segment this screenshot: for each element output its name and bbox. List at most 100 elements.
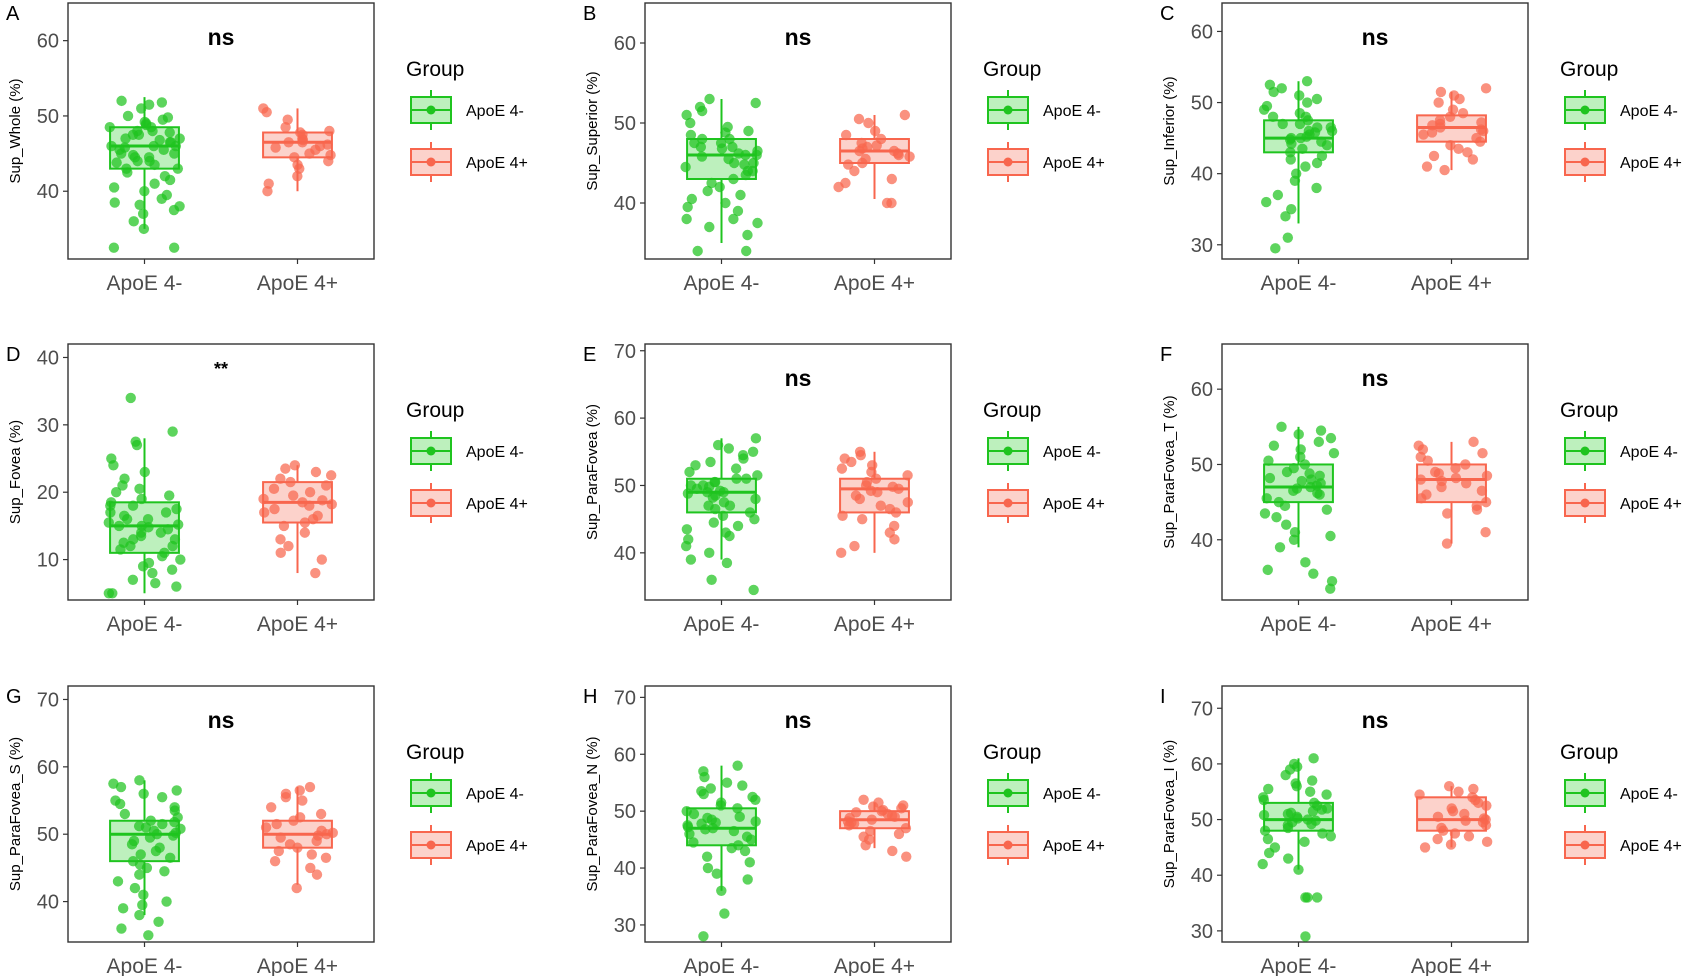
- data-point: [172, 519, 184, 530]
- data-point: [1304, 786, 1316, 797]
- y-tick-label: 30: [1191, 235, 1213, 257]
- data-point: [715, 800, 727, 811]
- y-tick-label: 40: [614, 193, 636, 215]
- data-point: [699, 771, 710, 783]
- data-point: [157, 818, 168, 830]
- y-tick-label: 50: [1191, 810, 1213, 832]
- legend-title: Group: [1560, 741, 1618, 764]
- y-tick-label: 40: [1191, 865, 1213, 887]
- data-point: [269, 503, 280, 515]
- data-point: [741, 245, 752, 257]
- data-point: [262, 186, 273, 197]
- data-point: [1279, 500, 1291, 512]
- data-point: [724, 133, 735, 145]
- data-point: [691, 483, 703, 495]
- data-point: [1295, 451, 1306, 463]
- legend-key-point: [426, 105, 436, 115]
- data-point: [734, 811, 745, 823]
- data-point: [1433, 97, 1444, 108]
- data-point: [853, 113, 865, 125]
- data-point: [273, 845, 285, 857]
- data-point: [1302, 97, 1313, 108]
- data-point: [1301, 76, 1313, 87]
- data-point: [728, 157, 740, 169]
- data-point: [122, 167, 133, 178]
- y-tick-label: 40: [37, 347, 59, 369]
- data-point: [1463, 831, 1475, 842]
- data-point: [292, 842, 303, 853]
- data-point: [741, 473, 752, 484]
- data-point: [1468, 436, 1479, 448]
- data-point: [280, 791, 292, 803]
- data-point: [1325, 831, 1336, 842]
- data-point: [1471, 504, 1483, 515]
- data-point: [167, 830, 179, 841]
- data-point: [1450, 463, 1461, 474]
- data-point: [1418, 129, 1429, 140]
- data-point: [317, 495, 328, 506]
- data-point: [1308, 753, 1319, 764]
- data-point: [1481, 800, 1492, 811]
- data-point: [294, 785, 305, 796]
- x-tick-label: ApoE 4-: [1261, 613, 1337, 636]
- data-point: [708, 517, 719, 528]
- data-point: [681, 213, 692, 225]
- data-point: [682, 201, 693, 213]
- y-tick-label: 40: [37, 892, 59, 914]
- data-point: [283, 137, 294, 148]
- data-point: [275, 832, 286, 843]
- data-point: [1311, 93, 1323, 105]
- data-point: [738, 453, 749, 464]
- data-point: [326, 499, 337, 510]
- data-point: [117, 903, 129, 914]
- data-point: [304, 781, 316, 793]
- data-point: [155, 527, 167, 538]
- data-point: [1477, 447, 1488, 459]
- data-point: [1326, 125, 1338, 137]
- plot-frame: [644, 2, 952, 260]
- data-point: [886, 197, 897, 209]
- data-point: [685, 117, 696, 129]
- data-point: [142, 513, 154, 525]
- data-point: [748, 157, 759, 169]
- data-point: [1432, 833, 1443, 845]
- data-point: [1480, 819, 1492, 831]
- data-point: [1421, 161, 1433, 172]
- data-point: [1263, 783, 1274, 795]
- data-point: [1468, 783, 1479, 795]
- data-point: [680, 161, 691, 173]
- y-axis-label: Sup_ParaFovea_I (%): [1161, 740, 1178, 888]
- data-point: [721, 777, 733, 788]
- data-point: [1274, 542, 1286, 553]
- data-point: [1481, 836, 1493, 848]
- data-point: [115, 544, 126, 555]
- data-point: [704, 93, 715, 105]
- data-point: [849, 165, 860, 177]
- data-point: [742, 874, 753, 885]
- data-point: [175, 554, 186, 565]
- data-point: [1258, 104, 1270, 115]
- data-point: [144, 832, 156, 843]
- x-tick-label: ApoE 4-: [1261, 272, 1337, 295]
- significance-label: ns: [1362, 24, 1389, 50]
- data-point: [299, 517, 311, 528]
- x-tick-label: ApoE 4+: [1411, 272, 1492, 295]
- data-point: [750, 794, 761, 805]
- data-point: [749, 513, 760, 525]
- data-point: [135, 849, 146, 860]
- data-point: [744, 857, 755, 868]
- data-point: [116, 95, 127, 107]
- data-point: [110, 487, 122, 498]
- data-point: [1457, 108, 1469, 119]
- data-point: [141, 862, 153, 874]
- data-point: [164, 490, 175, 501]
- y-tick-label: 40: [1191, 164, 1213, 186]
- data-point: [137, 208, 149, 220]
- data-point: [1302, 892, 1313, 903]
- y-tick-label: 30: [614, 915, 636, 937]
- data-point: [119, 808, 131, 820]
- data-point: [161, 896, 172, 907]
- data-point: [732, 803, 743, 814]
- data-point: [167, 426, 178, 437]
- data-point: [1286, 204, 1297, 215]
